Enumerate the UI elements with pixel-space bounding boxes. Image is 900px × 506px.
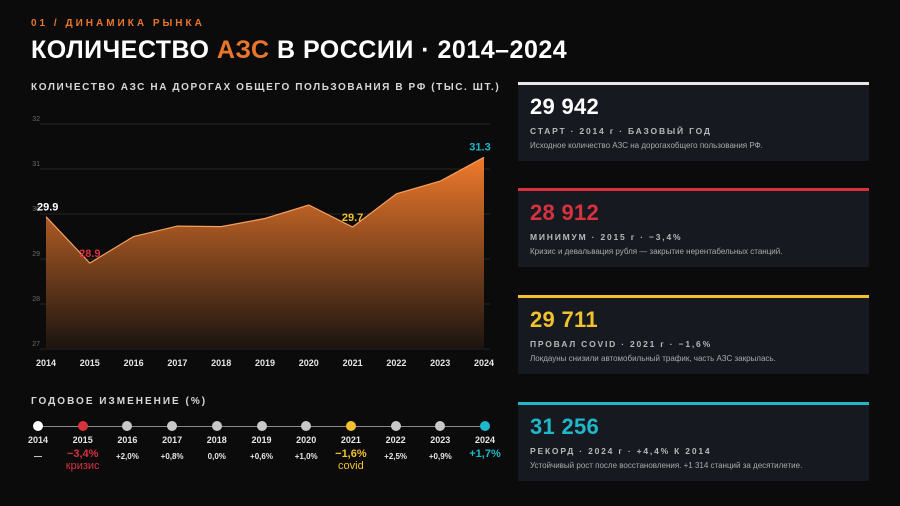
timeline-year: 2021: [340, 435, 361, 445]
timeline-year: 2022: [385, 435, 406, 445]
timeline-dot: [33, 421, 43, 431]
timeline-change: +1,0%: [294, 452, 318, 461]
data-label: 29.9: [37, 202, 58, 214]
title-suffix: В РОССИИ · 2014–2024: [269, 36, 568, 64]
stat-card: 29 711 ПРОВАЛ COVID · 2021 г · −1,6% Локда…: [518, 295, 869, 374]
card-description: Кризис и девальвация рубля — закрытие не…: [530, 247, 783, 256]
stat-card: 29 942 СТАРТ · 2014 г · БАЗОВЫЙ ГОД Исходн…: [518, 82, 869, 161]
timeline-dot: [167, 421, 178, 431]
card-description: Локдауны снизили автомобильный трафик, ч…: [530, 354, 776, 363]
data-label: 29.7: [342, 212, 363, 224]
data-label: 28.9: [79, 248, 100, 260]
timeline-change: −3,4%: [66, 448, 99, 460]
card-label: МИНИМУМ · 2015 г · −3,4%: [530, 232, 683, 242]
card-value: 29 711: [530, 307, 598, 332]
card-value: 28 912: [530, 200, 600, 225]
x-tick-label: 2016: [124, 358, 144, 368]
timeline-change: 0,0%: [207, 452, 226, 461]
timeline-dot: [480, 421, 490, 431]
timeline-change: +0,9%: [428, 452, 452, 461]
card-value: 31 256: [530, 414, 600, 439]
y-tick-label: 28: [32, 296, 40, 303]
timeline-dot: [256, 421, 267, 431]
timeline-dot: [122, 421, 133, 431]
data-label: 31.3: [469, 141, 490, 153]
x-tick-label: 2021: [343, 358, 363, 368]
x-tick-label: 2018: [211, 358, 231, 368]
card-description: Устойчивый рост после восстановления. +1…: [530, 461, 803, 470]
y-tick-label: 27: [32, 341, 40, 348]
timeline-note: covid: [338, 460, 364, 472]
card-accent-bar: [518, 295, 869, 298]
timeline-change: +1,7%: [469, 448, 501, 460]
timeline-year: 2023: [430, 435, 451, 445]
y-tick-label: 32: [32, 116, 40, 123]
timeline-change: +0,8%: [160, 452, 184, 461]
stat-card: 31 256 РЕКОРД · 2024 г · +4,4% К 2014 Усто…: [518, 402, 869, 481]
timeline-change: −1,6%: [335, 448, 367, 460]
timeline-year: 2016: [117, 435, 138, 445]
y-tick-label: 30: [32, 206, 40, 213]
timeline-year: 2017: [162, 435, 183, 445]
title-prefix: КОЛИЧЕСТВО: [31, 36, 217, 64]
x-tick-label: 2023: [430, 358, 450, 368]
timeline-year: 2024: [474, 435, 496, 445]
timeline-note: кризис: [65, 460, 100, 472]
timeline-change: +0,6%: [250, 452, 273, 461]
stat-card: 28 912 МИНИМУМ · 2015 г · −3,4% Кризис и д…: [518, 188, 869, 267]
card-label: РЕКОРД · 2024 г · +4,4% К 2014: [530, 446, 712, 456]
timeline-dot: [435, 421, 446, 431]
x-tick-label: 2024: [474, 358, 494, 368]
timeline-dot: [390, 421, 401, 431]
timeline-change: +2,5%: [384, 452, 408, 461]
y-tick-label: 31: [32, 161, 40, 168]
x-tick-label: 2017: [167, 358, 187, 368]
timeline-dot: [345, 421, 356, 431]
yoy-title: ГОДОВОЕ ИЗМЕНЕНИЕ (%): [31, 396, 208, 407]
card-value: 29 942: [530, 94, 600, 119]
x-tick-label: 2014: [36, 358, 56, 368]
card-label: ПРОВАЛ COVID · 2021 г · −1,6%: [530, 339, 712, 349]
chart-area-fill: [46, 157, 484, 349]
x-tick-label: 2015: [80, 358, 100, 368]
timeline-year: 2020: [296, 435, 317, 445]
card-accent-bar: [518, 402, 869, 405]
timeline-year: 2018: [206, 435, 227, 445]
x-tick-label: 2022: [386, 358, 406, 368]
card-accent-bar: [518, 188, 869, 191]
timeline-change: +2,0%: [115, 452, 139, 461]
card-label: СТАРТ · 2014 г · БАЗОВЫЙ ГОД: [530, 126, 712, 136]
x-tick-label: 2020: [299, 358, 319, 368]
title-accent: АЗС: [216, 36, 270, 64]
timeline-line: [38, 426, 485, 427]
timeline-change: —: [34, 452, 42, 461]
timeline-year: 2015: [72, 435, 93, 445]
card-accent-bar: [518, 82, 869, 85]
x-tick-label: 2019: [255, 358, 275, 368]
card-description: Исходное количество АЗС на дорогахобщего…: [530, 141, 763, 150]
timeline-dot: [301, 421, 312, 431]
timeline-dot: [211, 421, 222, 431]
page-title: КОЛИЧЕСТВО АЗС В РОССИИ · 2014–2024: [31, 36, 567, 65]
y-tick-label: 29: [32, 251, 40, 258]
chart-title: КОЛИЧЕСТВО АЗС НА ДОРОГАХ ОБЩЕГО ПОЛЬЗОВ…: [31, 82, 501, 93]
timeline-year: 2019: [251, 435, 272, 445]
section-kicker: 01 / ДИНАМИКА РЫНКА: [31, 18, 205, 29]
area-chart: 2014 2015 2016 2017 2018 2019 2020 2021 2022 2023…: [32, 116, 494, 368]
timeline-dot: [77, 421, 88, 431]
chart-series-line: [45, 156, 485, 264]
timeline-year: 2014: [27, 435, 49, 445]
